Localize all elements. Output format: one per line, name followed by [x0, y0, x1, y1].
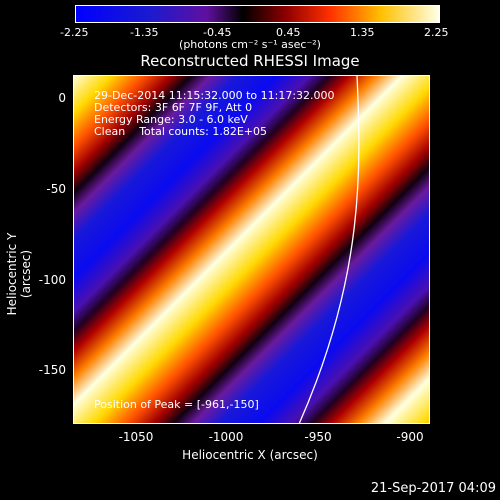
colorbar-tick: -0.45 — [203, 26, 232, 39]
y-axis-label: Heliocentric Y (arcsec) — [5, 232, 33, 316]
info-clean-counts: Clean Total counts: 1.82E+05 — [94, 125, 268, 138]
x-tick-label: -900 — [396, 430, 424, 444]
x-tick-label: -950 — [304, 430, 332, 444]
x-tick-label: -1000 — [208, 430, 244, 444]
colorbar-tick: 0.45 — [276, 26, 301, 39]
y-tick-label: -150 — [38, 363, 66, 377]
colorbar-tick: 1.35 — [350, 26, 375, 39]
y-tick-label: -100 — [38, 273, 66, 287]
colorbar-unit: (photons cm⁻² s⁻¹ asec⁻²) — [179, 38, 321, 51]
info-energy-range: Energy Range: 3.0 - 6.0 keV — [94, 113, 248, 126]
colorbar-tick: 2.25 — [424, 26, 449, 39]
solar-limb-line — [298, 75, 360, 424]
image-title: Reconstructed RHESSI Image — [140, 52, 360, 70]
info-time-range: 29-Dec-2014 11:15:32.000 to 11:17:32.000 — [94, 89, 335, 102]
peak-position: Position of Peak = [-961,-150] — [94, 398, 259, 411]
info-detectors: Detectors: 3F 6F 7F 9F, Att 0 — [94, 101, 253, 114]
y-tick-label: 0 — [58, 91, 66, 105]
rhessi-image — [73, 75, 430, 424]
x-tick-label: -1050 — [118, 430, 154, 444]
footer-datestamp: 21-Sep-2017 04:09 — [370, 481, 496, 496]
colorbar-tick: -1.35 — [130, 26, 159, 39]
y-tick-label: -50 — [46, 182, 66, 196]
x-axis-label: Heliocentric X (arcsec) — [182, 448, 318, 462]
colorbar — [75, 5, 440, 23]
colorbar-tick: -2.25 — [60, 26, 89, 39]
